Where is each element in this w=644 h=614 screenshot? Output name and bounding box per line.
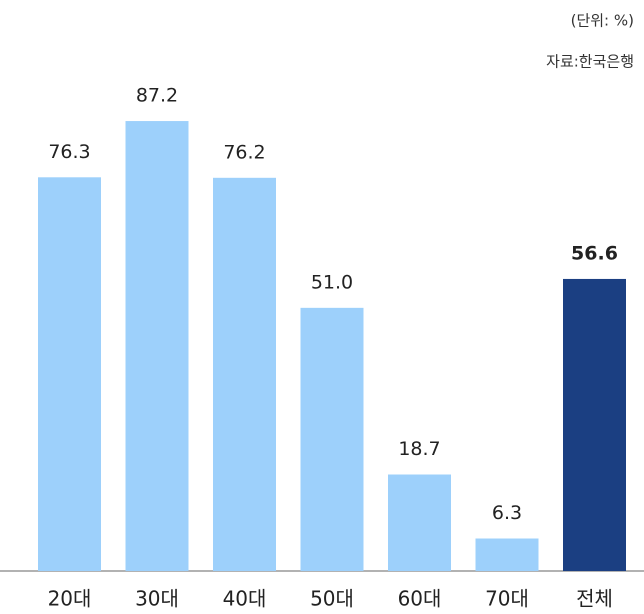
- bar: [213, 177, 276, 572]
- value-label: 87.2: [136, 85, 178, 107]
- unit-note: (단위: %): [571, 12, 634, 30]
- value-label: 6.3: [492, 502, 522, 524]
- x-tick-label: 40대: [223, 587, 267, 611]
- bar: [125, 121, 189, 571]
- bar: [563, 278, 626, 571]
- x-tick-label: 70대: [485, 587, 529, 611]
- source: 자료:한국은행: [546, 53, 634, 71]
- x-tick-label: 50대: [310, 587, 354, 611]
- x-tick-label: 60대: [398, 587, 442, 611]
- x-tick-label: 20대: [48, 587, 92, 611]
- value-label: 56.6: [571, 242, 618, 264]
- bar: [38, 177, 101, 572]
- bar: [300, 307, 364, 571]
- value-label: 18.7: [398, 438, 440, 460]
- value-label: 76.3: [48, 141, 90, 163]
- x-tick-label: 전체: [576, 587, 613, 611]
- bar: [388, 474, 451, 571]
- x-tick-label: 30대: [135, 587, 179, 611]
- value-label: 76.2: [223, 141, 265, 163]
- bar: [475, 538, 539, 571]
- value-label: 51.0: [311, 271, 353, 293]
